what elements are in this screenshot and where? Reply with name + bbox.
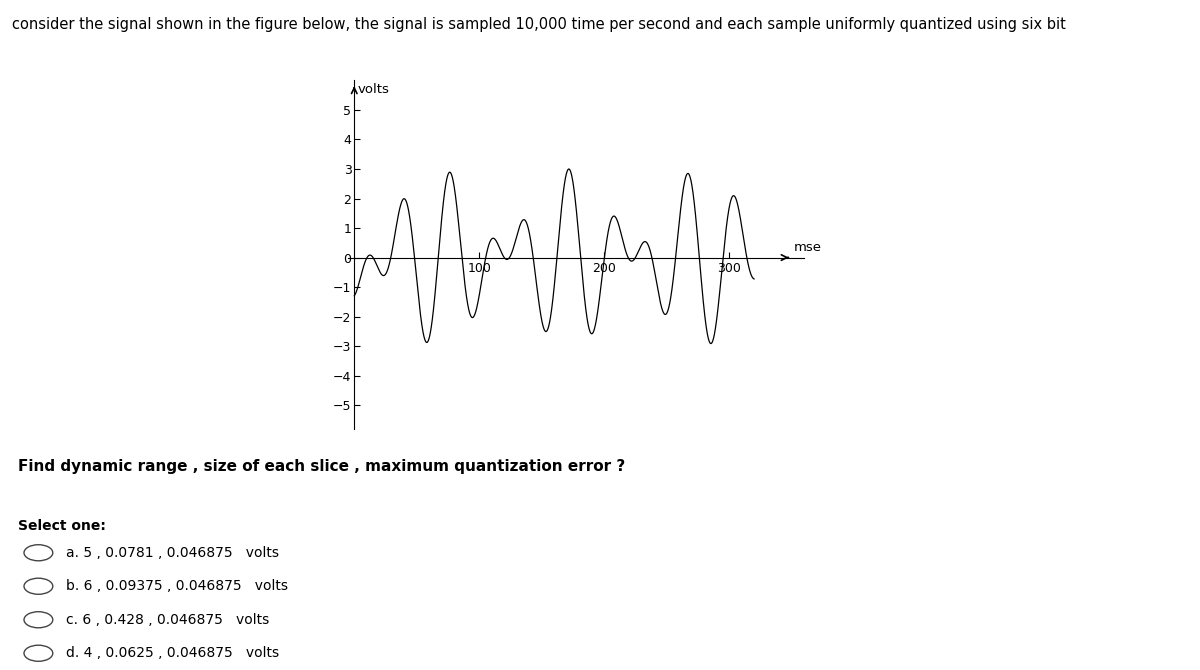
Text: mse: mse (794, 241, 822, 254)
Text: consider the signal shown in the figure below, the signal is sampled 10,000 time: consider the signal shown in the figure … (12, 17, 1066, 31)
Text: d. 4 , 0.0625 , 0.046875   volts: d. 4 , 0.0625 , 0.046875 volts (66, 647, 280, 660)
Text: volts: volts (358, 83, 390, 96)
Text: Find dynamic range , size of each slice , maximum quantization error ?: Find dynamic range , size of each slice … (18, 459, 625, 474)
Text: b. 6 , 0.09375 , 0.046875   volts: b. 6 , 0.09375 , 0.046875 volts (66, 580, 288, 593)
Text: c. 6 , 0.428 , 0.046875   volts: c. 6 , 0.428 , 0.046875 volts (66, 613, 269, 626)
Text: Select one:: Select one: (18, 519, 106, 533)
Text: a. 5 , 0.0781 , 0.046875   volts: a. 5 , 0.0781 , 0.046875 volts (66, 546, 278, 559)
